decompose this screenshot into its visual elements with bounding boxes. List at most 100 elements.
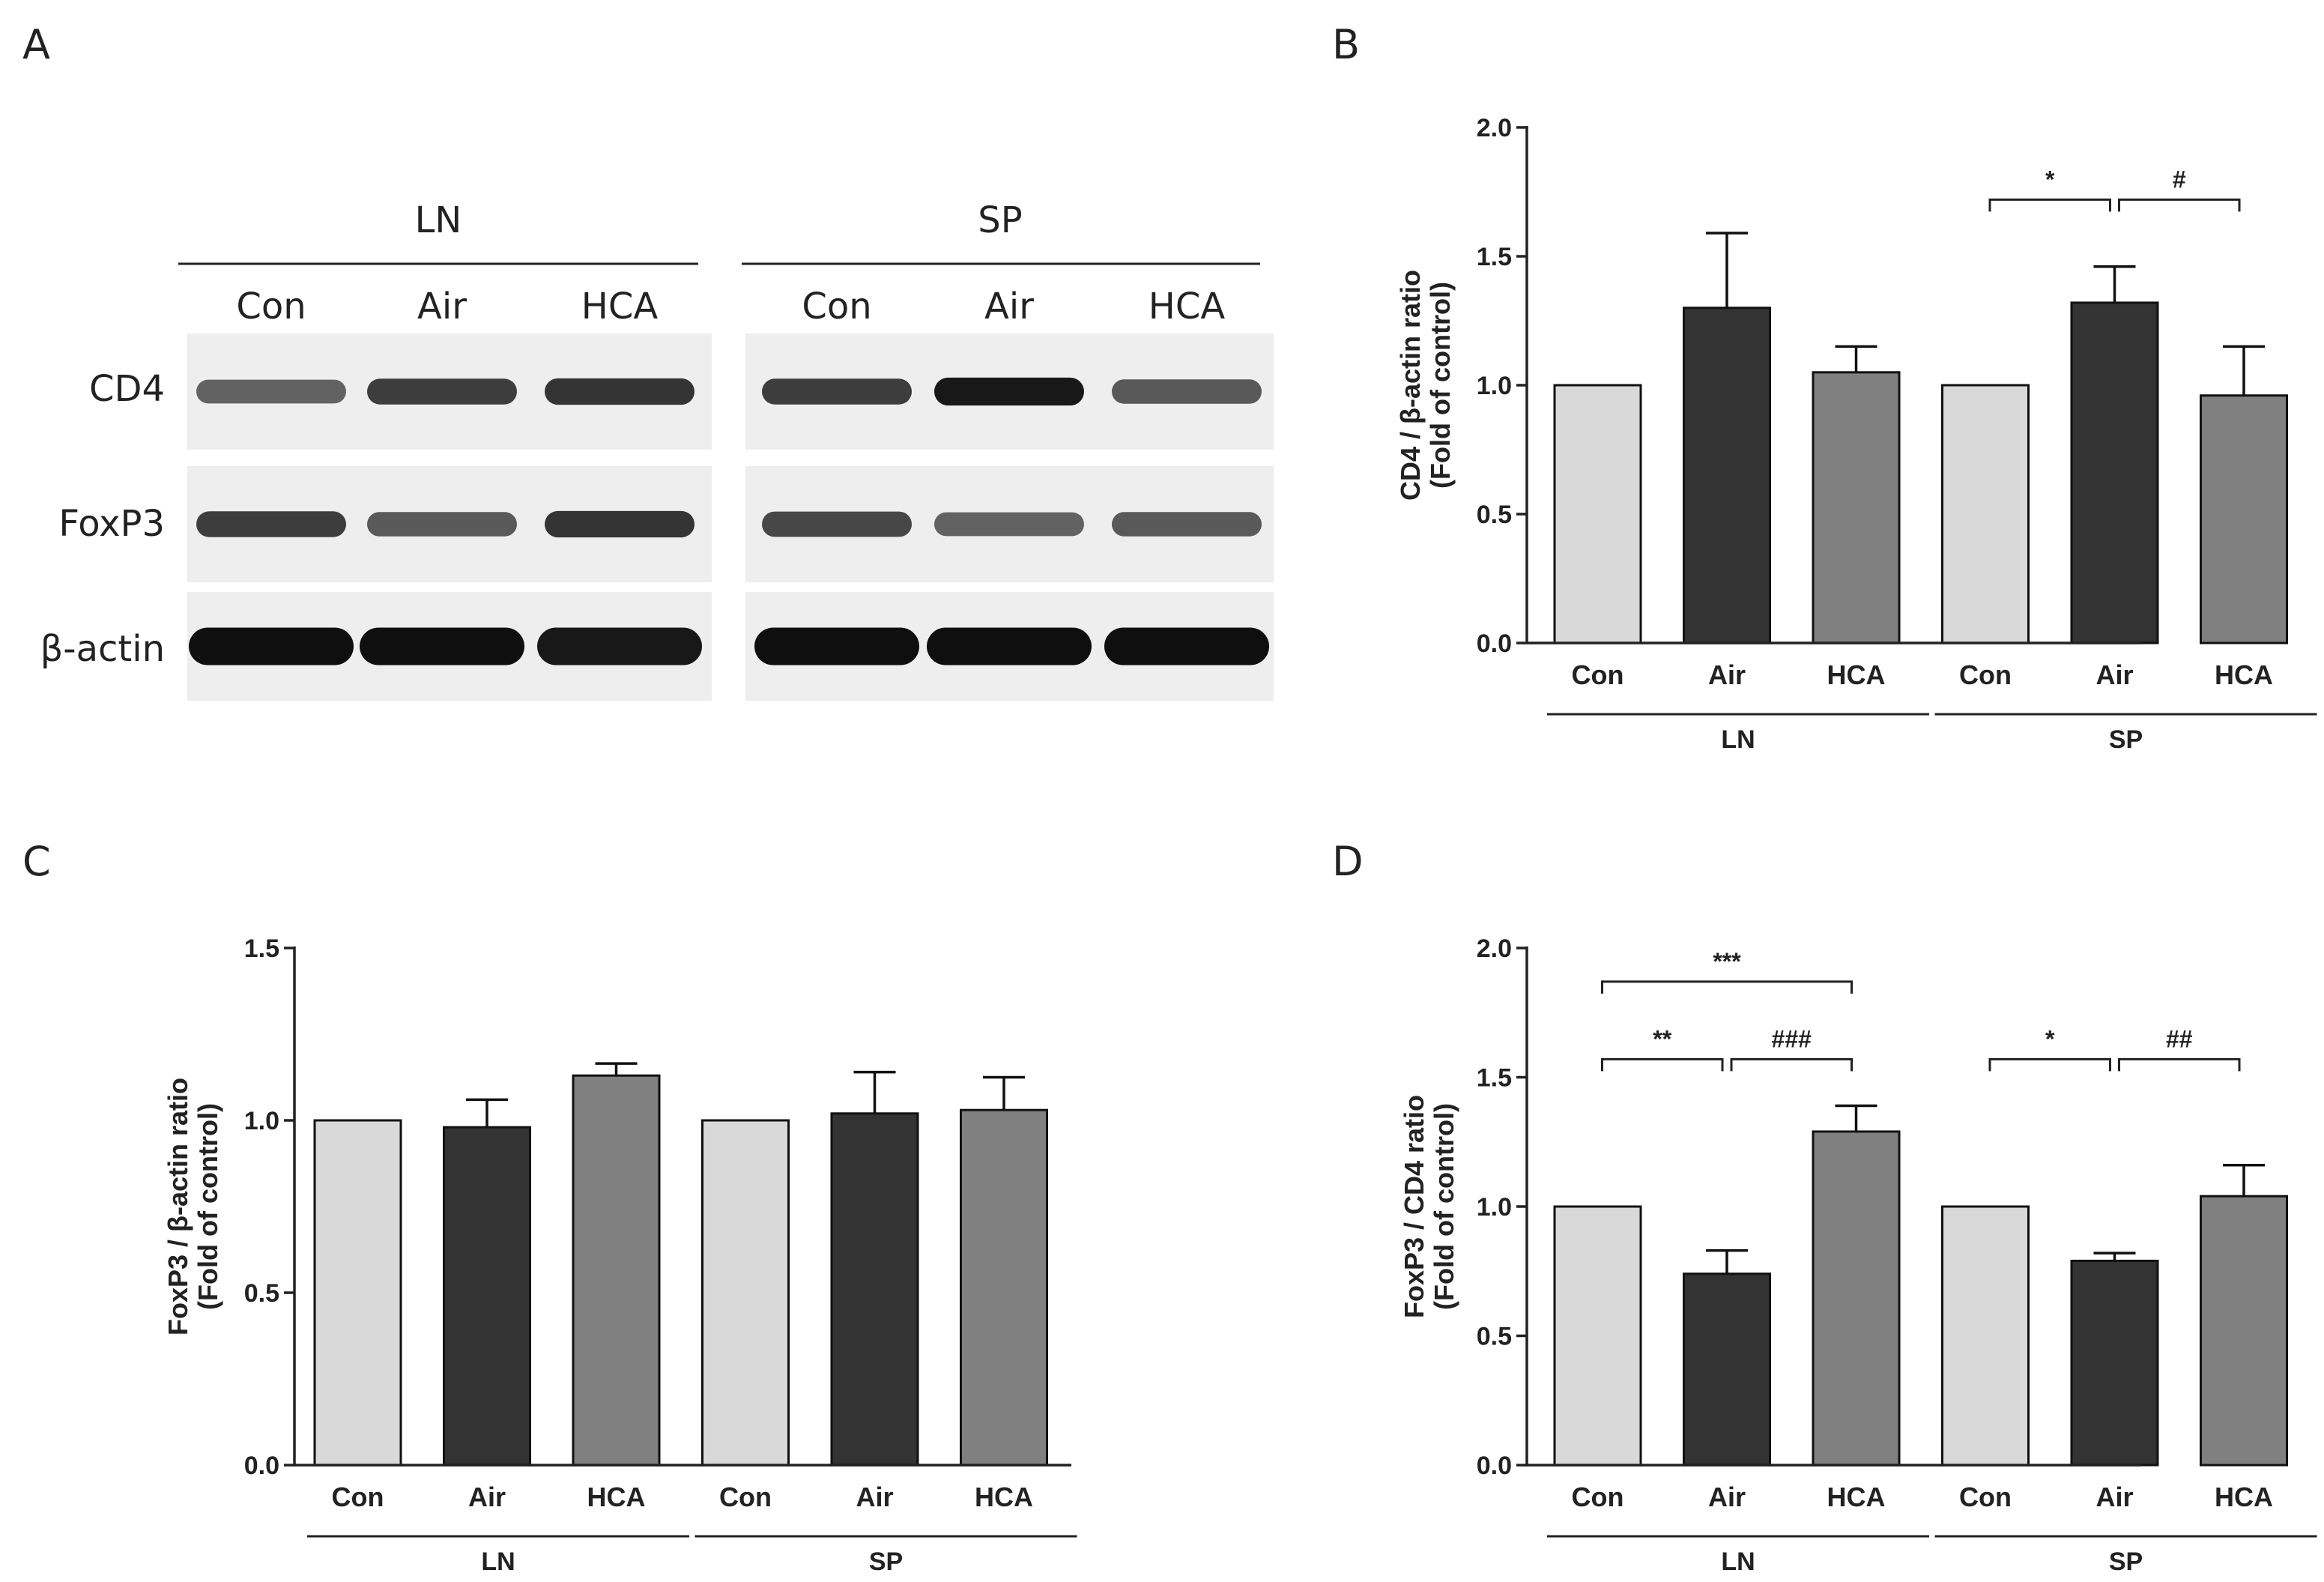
significance-label: ### <box>1772 1025 1812 1052</box>
group-label: SP <box>2109 725 2143 754</box>
blot-band <box>367 512 517 537</box>
y-tick-label: 1.5 <box>1477 243 1512 271</box>
significance-bracket <box>1988 198 2111 212</box>
blot-band <box>754 627 919 665</box>
bar <box>1553 384 1642 644</box>
y-tick-label: 1.5 <box>1477 1064 1512 1093</box>
blot-band <box>762 511 912 537</box>
blot-band <box>545 510 695 538</box>
x-tick-label: HCA <box>587 1482 646 1512</box>
x-tick-label: Air <box>2095 659 2133 690</box>
bar <box>2200 1195 2288 1467</box>
y-tick-label: 0.5 <box>244 1279 279 1308</box>
blot-lane-label: Con <box>802 286 871 327</box>
chart-panel-d: 0.0 0.5 1.0 1.5 2.0 Con Air HCA Con Air HCA LN SP Fox… <box>1399 935 2317 1576</box>
significance-label: # <box>2173 166 2186 193</box>
bar <box>960 1108 1048 1467</box>
x-tick-label: Con <box>1959 659 2012 690</box>
panel-letter-d: D <box>1332 838 1364 885</box>
y-axis-label: (Fold of control) <box>193 1103 223 1310</box>
significance-bracket <box>1601 1057 1724 1072</box>
x-tick-label: Air <box>468 1482 506 1512</box>
x-tick-label: Con <box>332 1482 384 1512</box>
blot-strips <box>187 333 1274 701</box>
panel-letter-c: C <box>22 838 51 885</box>
blot-row-label-beta-actin: β-actin <box>40 628 165 670</box>
blot-row-label-foxp3: FoxP3 <box>58 503 165 545</box>
bar <box>1553 1205 1642 1467</box>
bar <box>1683 1272 1771 1467</box>
blot-band <box>934 377 1084 406</box>
chart-panel-c: 0.0 0.5 1.0 1.5 Con Air HCA Con Air HCA LN SP FoxP3 … <box>163 935 1077 1576</box>
bar <box>313 1119 402 1467</box>
blot-lane-label: Air <box>417 286 467 327</box>
bar <box>1683 307 1771 644</box>
bar <box>701 1119 790 1467</box>
blot-lane-label: Air <box>984 286 1034 327</box>
significance-bracket <box>1988 1057 2111 1072</box>
y-axis-label: FoxP3 / CD4 ratio <box>1399 1095 1429 1318</box>
bar <box>443 1126 531 1467</box>
blot-band <box>934 512 1084 537</box>
y-tick-label: 0.0 <box>1477 1452 1512 1480</box>
x-tick-label: Con <box>1572 659 1624 690</box>
bar <box>830 1112 919 1467</box>
y-tick-label: 1.0 <box>244 1107 279 1135</box>
blot-band <box>367 378 517 405</box>
blot-band <box>196 511 346 537</box>
x-tick-label: Air <box>1708 1482 1746 1512</box>
bar <box>2200 394 2288 644</box>
significance-bracket <box>2118 1057 2241 1072</box>
y-tick-label: 1.5 <box>244 935 279 963</box>
bar <box>2070 1259 2159 1467</box>
bar <box>1812 371 1901 644</box>
y-tick-label: 2.0 <box>1477 935 1512 963</box>
significance-label: * <box>2045 1025 2055 1052</box>
significance-bracket <box>2118 198 2241 212</box>
blot-band <box>927 627 1092 665</box>
panel-letter-b: B <box>1332 21 1360 68</box>
bar <box>2070 301 2159 644</box>
group-label: LN <box>481 1548 515 1576</box>
group-label: SP <box>2109 1548 2143 1576</box>
significance-label: ** <box>1653 1025 1671 1052</box>
blot-group-label-ln: LN <box>415 199 462 241</box>
significance-label: * <box>2045 166 2055 193</box>
x-tick-label: Air <box>856 1482 893 1512</box>
x-tick-label: HCA <box>2215 659 2273 690</box>
significance-label: *** <box>1713 948 1741 975</box>
y-tick-label: 0.5 <box>1477 501 1512 529</box>
blot-lane-label: HCA <box>1149 286 1226 327</box>
blot-lane-label: Con <box>236 286 306 327</box>
blot-band <box>1104 627 1269 665</box>
x-tick-label: HCA <box>2215 1482 2273 1512</box>
blot-band <box>545 378 695 405</box>
y-axis-label: FoxP3 / β-actin ratio <box>163 1078 193 1335</box>
blot-band <box>196 379 346 404</box>
x-tick-label: Air <box>2095 1482 2133 1512</box>
blot-group-label-sp: SP <box>978 199 1022 241</box>
blot-band <box>762 378 912 405</box>
group-label: SP <box>869 1548 903 1576</box>
bar <box>1812 1130 1901 1467</box>
y-axis-label: (Fold of control) <box>1425 282 1456 489</box>
y-tick-label: 2.0 <box>1477 114 1512 142</box>
blot-band <box>1112 512 1262 537</box>
blot-row-label-cd4: CD4 <box>89 368 165 410</box>
x-tick-label: HCA <box>1827 659 1886 690</box>
x-tick-label: Con <box>719 1482 772 1512</box>
significance-bracket <box>1601 980 1853 994</box>
chart-panel-b: 0.0 0.5 1.0 1.5 2.0 Con Air HCA Con Air HCA LN SP CD4… <box>1395 114 2317 754</box>
group-label: LN <box>1721 725 1755 754</box>
panel-letter-a: A <box>22 21 50 68</box>
y-tick-label: 1.0 <box>1477 372 1512 400</box>
western-blot-panel: LN SP Con Air HCA Con Air HCA CD4 FoxP3 … <box>40 199 1274 701</box>
blot-band <box>1112 379 1262 404</box>
x-tick-label: Con <box>1572 1482 1624 1512</box>
bar <box>1941 1205 2030 1467</box>
bar <box>572 1074 661 1467</box>
x-tick-label: Con <box>1959 1482 2012 1512</box>
blot-band <box>360 627 524 665</box>
significance-bracket <box>1730 1057 1853 1072</box>
